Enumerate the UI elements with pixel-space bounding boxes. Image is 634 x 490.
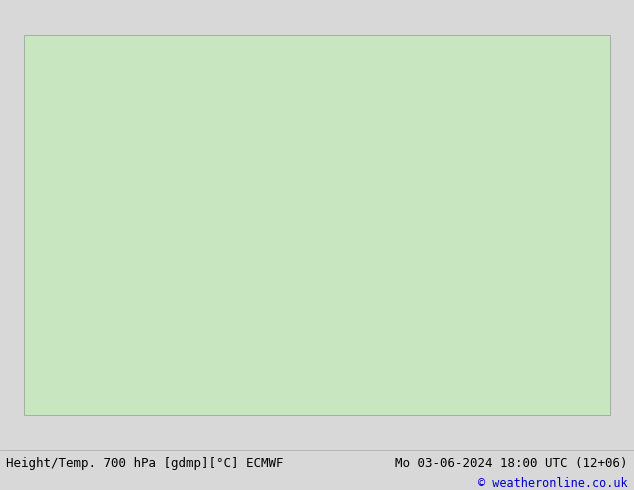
Text: © weatheronline.co.uk: © weatheronline.co.uk [478, 477, 628, 490]
Text: Height/Temp. 700 hPa [gdmp][°C] ECMWF: Height/Temp. 700 hPa [gdmp][°C] ECMWF [6, 457, 284, 470]
Bar [24, 35, 610, 415]
Text: Mo 03-06-2024 18:00 UTC (12+06): Mo 03-06-2024 18:00 UTC (12+06) [395, 457, 628, 470]
